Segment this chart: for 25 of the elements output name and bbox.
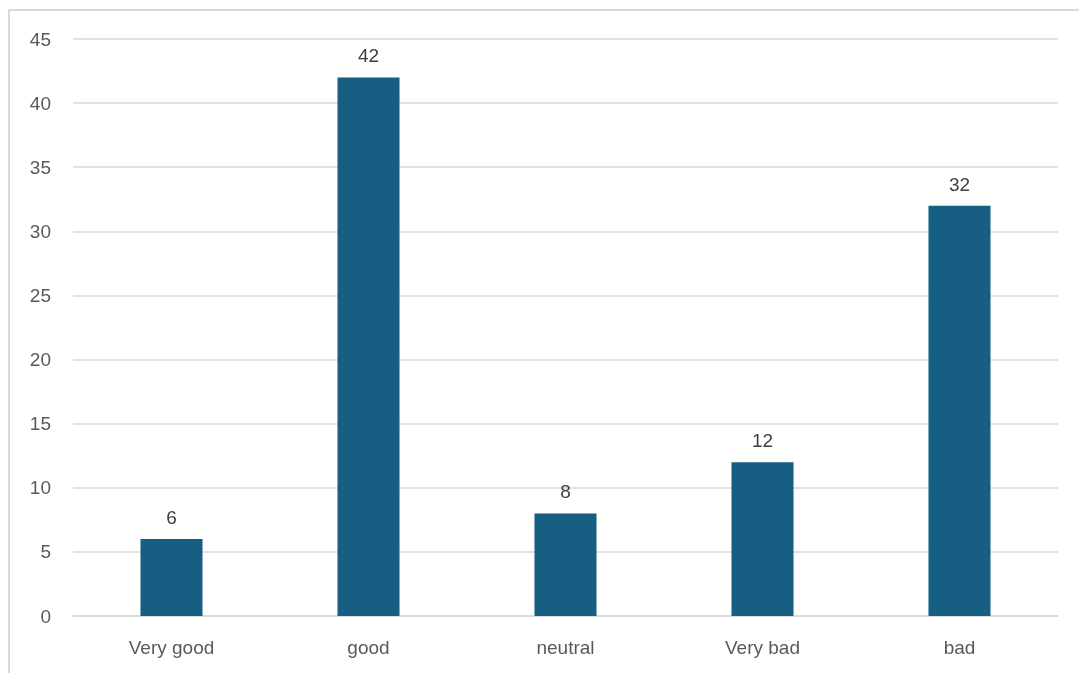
y-tick-label: 30 bbox=[29, 220, 51, 242]
y-tick-label: 5 bbox=[40, 541, 51, 563]
x-tick-label: bad bbox=[943, 637, 976, 658]
y-tick-label: 10 bbox=[29, 477, 51, 499]
x-tick-label: Very bad bbox=[725, 637, 800, 658]
x-tick-label: neutral bbox=[536, 637, 595, 658]
data-label: 32 bbox=[948, 173, 971, 195]
y-tick-label: 20 bbox=[29, 349, 51, 371]
y-tick-label: 15 bbox=[29, 413, 51, 435]
y-tick-label: 45 bbox=[29, 28, 51, 50]
data-label: 42 bbox=[357, 45, 380, 67]
data-label: 6 bbox=[166, 507, 177, 529]
x-tick-label: Very good bbox=[128, 637, 215, 658]
bar bbox=[928, 205, 991, 616]
bar bbox=[534, 513, 597, 616]
bar bbox=[731, 462, 794, 616]
data-label: 12 bbox=[751, 430, 774, 452]
x-tick-label: good bbox=[347, 637, 390, 658]
y-tick-label: 35 bbox=[29, 156, 51, 178]
y-tick-label: 25 bbox=[29, 284, 51, 306]
y-tick-label: 40 bbox=[29, 92, 51, 114]
bar bbox=[337, 77, 400, 616]
bar bbox=[140, 539, 203, 616]
y-tick-label: 0 bbox=[40, 605, 51, 627]
data-label: 8 bbox=[560, 481, 571, 503]
